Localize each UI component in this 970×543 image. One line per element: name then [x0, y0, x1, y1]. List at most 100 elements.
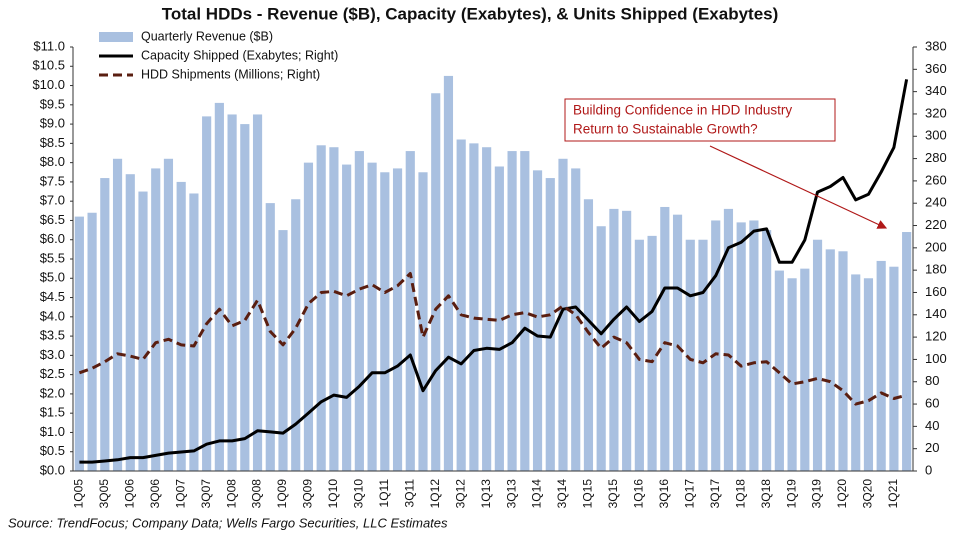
x-tick-label: 1Q14 [530, 479, 544, 509]
bar [876, 260, 886, 471]
y-tick-label: $6.5 [40, 212, 65, 227]
y2-tick-label: 120 [925, 329, 947, 344]
y2-tick-label: 60 [925, 395, 939, 410]
x-tick-label: 3Q16 [657, 479, 671, 509]
x-tick-label: 1Q15 [581, 479, 595, 509]
y-tick-label: $7.5 [40, 173, 65, 188]
x-tick-label: 3Q20 [861, 479, 875, 509]
x-tick-label: 1Q17 [682, 479, 696, 509]
bar [443, 75, 454, 471]
bar [214, 102, 224, 472]
bar [749, 220, 759, 471]
bar [762, 230, 772, 471]
bar [685, 239, 695, 471]
x-tick-label: 1Q21 [886, 479, 900, 509]
bar [329, 147, 339, 471]
x-tick-label: 3Q07 [199, 479, 213, 509]
bar [863, 278, 874, 471]
legend-label: Quarterly Revenue ($B) [141, 29, 273, 43]
annotation-arrow [709, 145, 888, 229]
y2-tick-label: 140 [925, 306, 947, 321]
bar [634, 239, 644, 471]
y2-tick-label: 340 [925, 83, 947, 98]
legend-swatch [99, 32, 133, 42]
y-tick-label: $2.5 [40, 366, 65, 381]
bar [189, 193, 199, 472]
x-tick-label: 3Q06 [148, 479, 162, 509]
annotation-box [564, 98, 836, 142]
y-tick-label: $6.0 [40, 231, 65, 246]
bar [418, 172, 428, 472]
bar [800, 268, 810, 471]
y-tick-label: $1.0 [40, 424, 65, 439]
x-tick-label: 1Q19 [784, 479, 798, 509]
bar [151, 168, 161, 471]
legend-box [95, 26, 395, 84]
legend-label: Capacity Shipped (Exabytes; Right) [141, 48, 338, 62]
source: Source: TrendFocus; Company Data; Wells … [8, 515, 448, 530]
y-tick-label: $4.0 [40, 308, 65, 323]
y-tick-label: $8.5 [40, 135, 65, 150]
y-tick-label: $7.0 [40, 193, 65, 208]
bar [838, 251, 848, 471]
x-tick-label: 1Q13 [479, 479, 493, 509]
bar [711, 220, 721, 471]
y-tick-label: $0.0 [40, 462, 65, 477]
y2-tick-label: 160 [925, 284, 947, 299]
x-tick-label: 1Q20 [835, 479, 849, 509]
line [79, 79, 909, 464]
x-tick-label: 1Q08 [224, 479, 238, 509]
annotation-text: Building Confidence in HDD Industry [573, 103, 792, 118]
x-tick-label: 3Q14 [555, 479, 569, 509]
x-tick-label: 1Q09 [275, 479, 289, 509]
y2-tick-label: 0 [925, 462, 932, 477]
y2-tick-label: 380 [925, 38, 947, 53]
bar [647, 235, 657, 471]
bar [532, 170, 543, 471]
bar [176, 181, 186, 471]
bar [342, 164, 352, 471]
x-tick-label: 3Q15 [606, 479, 620, 509]
bar [354, 151, 364, 471]
bar [112, 158, 123, 472]
y2-tick-label: 200 [925, 239, 947, 254]
y2-tick-label: 40 [925, 418, 939, 433]
x-tick-label: 3Q13 [504, 479, 518, 509]
line [78, 272, 907, 406]
bar [163, 158, 174, 472]
bar [774, 270, 784, 471]
bar [100, 178, 110, 471]
y-tick-label: $8.0 [40, 154, 65, 169]
bar [494, 166, 504, 471]
bar [482, 147, 492, 471]
bar [889, 266, 899, 471]
bar [723, 208, 734, 471]
y-tick-label: $3.5 [40, 328, 65, 343]
bar [392, 168, 403, 471]
legend-label: HDD Shipments (Millions; Right) [141, 67, 320, 81]
bar [303, 162, 314, 472]
y-tick-label: $4.5 [40, 289, 65, 304]
bar [609, 208, 619, 471]
bar [851, 274, 861, 471]
bars [74, 75, 912, 472]
y-tick-label: $11.0 [33, 38, 65, 53]
bar [240, 124, 250, 471]
y-tick-label: $5.0 [40, 270, 65, 285]
bar [278, 230, 288, 471]
x-tick-label: 3Q11 [402, 479, 416, 508]
y2-tick-label: 280 [925, 150, 947, 165]
bar [545, 178, 555, 471]
bar [380, 172, 390, 472]
y-tick-label: $10.5 [32, 58, 65, 73]
y2-tick-label: 300 [925, 128, 947, 143]
x-tick-label: 3Q09 [301, 479, 315, 509]
bar [431, 93, 441, 471]
y2-tick-label: 240 [925, 195, 947, 210]
y2-tick-label: 360 [925, 61, 947, 76]
y-tick-label: $10.0 [32, 77, 65, 92]
x-tick-label: 1Q11 [377, 479, 391, 508]
bar [316, 145, 326, 472]
y2-tick-label: 320 [925, 105, 947, 120]
